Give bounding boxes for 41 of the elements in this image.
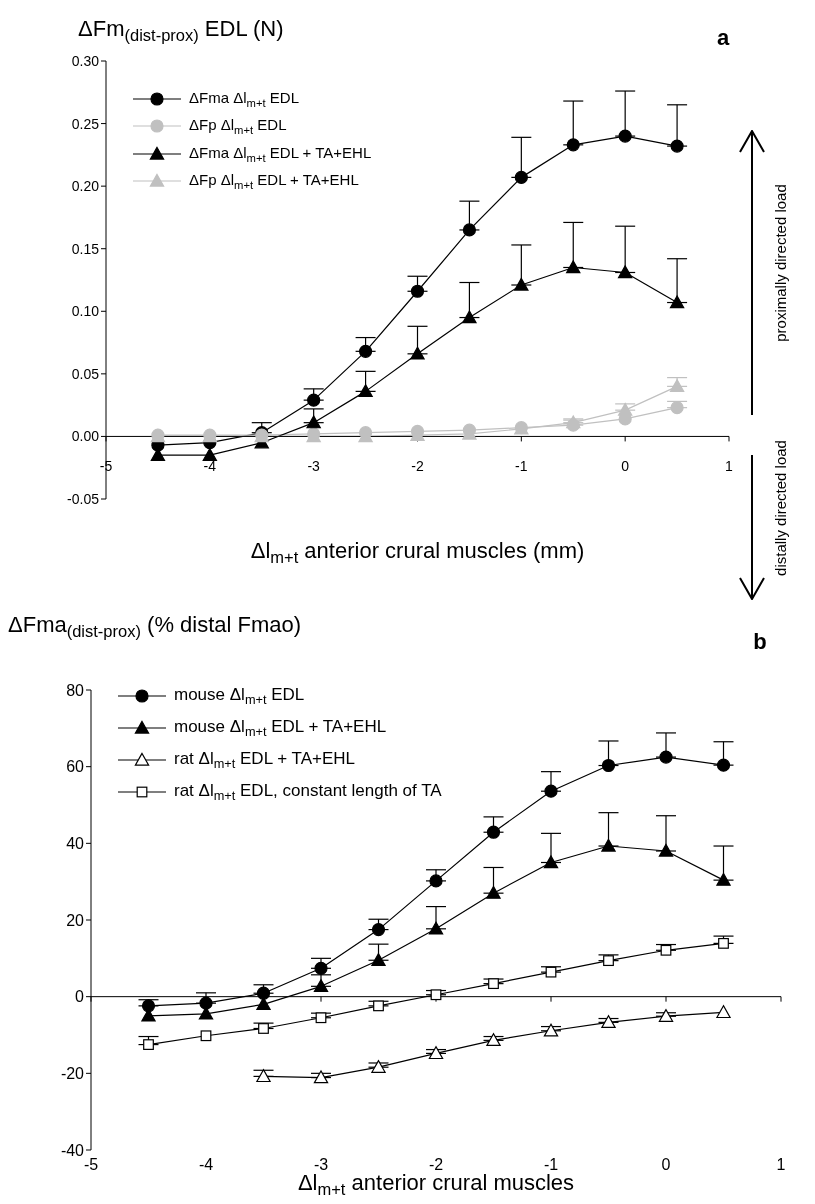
y-tick-label: 0.15 [71, 240, 100, 257]
y-tick-label: 0 [75, 988, 85, 1006]
x-tick-label: -4 [198, 1156, 214, 1174]
x-tick-label: 1 [776, 1156, 786, 1174]
x-tick-label: -2 [411, 458, 424, 475]
y-tick-label: -40 [60, 1141, 85, 1159]
legend-label: mouse Δl$_{m+t}$ EDL + TA+EHL [174, 716, 387, 740]
text: a [716, 25, 730, 51]
y-tick-label: 40 [66, 835, 85, 853]
x-tick-label: -5 [99, 458, 113, 475]
x-tick-label: 1 [725, 458, 734, 475]
text: b [753, 629, 767, 655]
y-axis-title: ΔFm$_{(dist-prox)}$ EDL (N) [78, 16, 284, 46]
y-tick-label: 0.00 [71, 428, 100, 445]
legend-label: ΔFp Δl$_{m+t}$ EDL + TA+EHL [189, 171, 359, 192]
legend-label: rat Δl$_{m+t}$ EDL, constant length of TA [174, 780, 442, 804]
y-axis-title: ΔFma$_{(dist-prox)}$ (% distal Fmao) [8, 612, 302, 642]
y-tick-label: 0.30 [71, 52, 100, 69]
legend-label: rat Δl$_{m+t}$ EDL + TA+EHL [174, 748, 356, 772]
legend-label: ΔFma Δl$_{m+t}$ EDL [189, 88, 299, 109]
y-tick-label: -0.05 [67, 490, 100, 507]
y-tick-label: -20 [60, 1065, 85, 1083]
text: distally directed load [771, 440, 789, 576]
y-tick-label: 0.25 [71, 115, 100, 132]
legend-label: ΔFma Δl$_{m+t}$ EDL + TA+EHL [189, 143, 372, 164]
x-tick-label: -5 [83, 1156, 99, 1174]
y-tick-label: 0.10 [71, 303, 100, 320]
x-axis-title: Δl$_{m+t}$ anterior crural muscles (mm) [249, 538, 586, 568]
text: proximally directed load [771, 184, 789, 342]
x-tick-label: 0 [621, 458, 630, 475]
legend-label: mouse Δl$_{m+t}$ EDL [174, 684, 305, 708]
y-tick-label: 0.20 [71, 178, 100, 195]
y-tick-label: 20 [66, 911, 85, 929]
x-tick-label: -1 [515, 458, 528, 475]
legend-label: ΔFp Δl$_{m+t}$ EDL [189, 116, 287, 137]
x-tick-label: 0 [661, 1156, 671, 1174]
y-tick-label: 60 [66, 758, 85, 776]
y-tick-label: 0.05 [71, 365, 100, 382]
y-tick-label: 80 [66, 681, 85, 699]
x-tick-label: -4 [203, 458, 217, 475]
x-tick-label: -3 [307, 458, 321, 475]
